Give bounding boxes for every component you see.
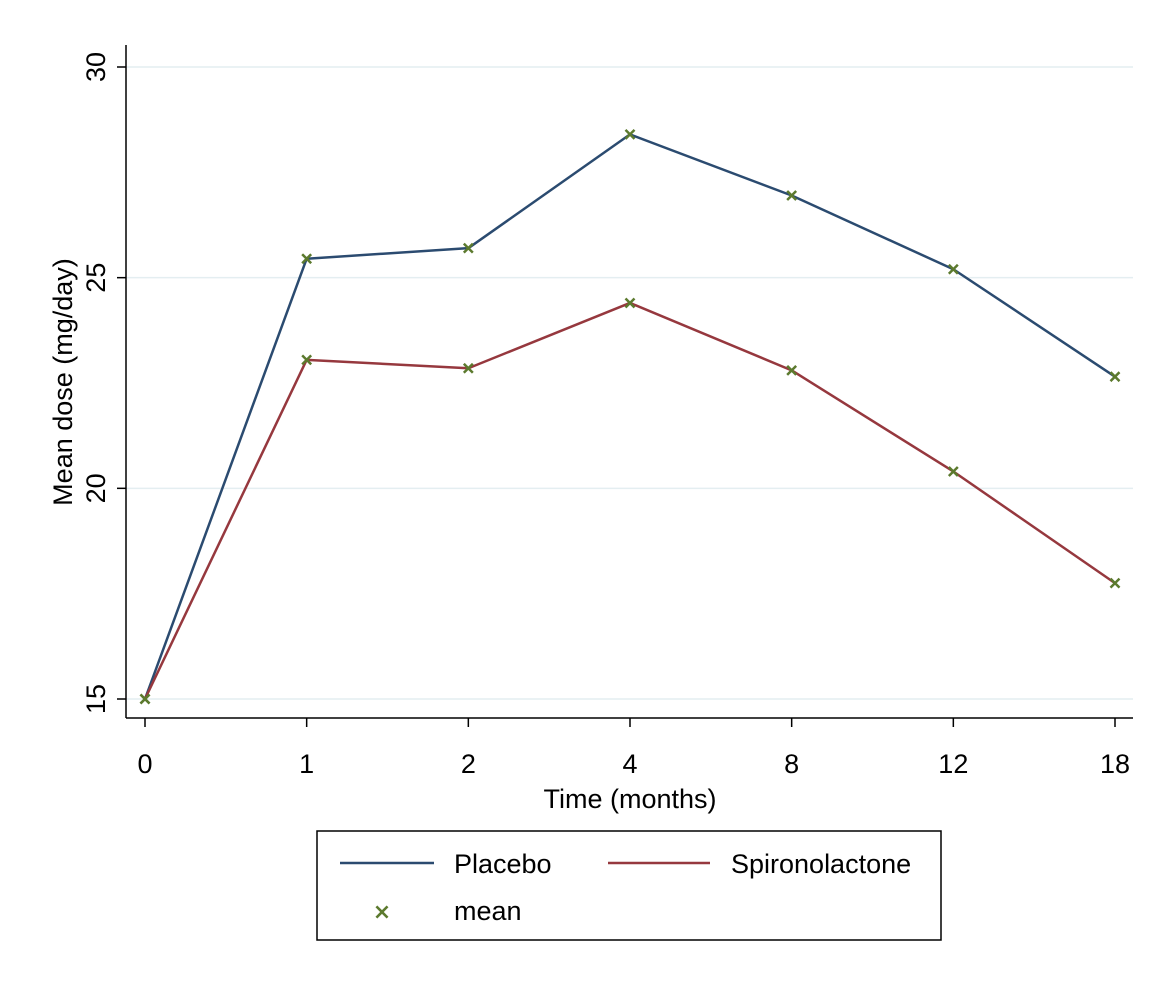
mean-marker-placebo	[462, 242, 474, 254]
mean-marker-spironolactone	[624, 297, 636, 309]
mean-marker-placebo	[786, 190, 798, 201]
mean-marker-spironolactone	[947, 466, 959, 477]
mean-marker-spironolactone	[139, 693, 151, 705]
x-tick-label: 12	[938, 749, 968, 779]
x-axis-ticks: 0 1 2 4 8 12 18	[137, 718, 1130, 779]
x-tick-label: 1	[299, 749, 314, 779]
y-tick-label: 30	[81, 52, 111, 82]
mean-marker-spironolactone	[462, 362, 474, 374]
y-tick-label: 15	[81, 684, 111, 714]
mean-marker-spironolactone	[786, 364, 798, 376]
x-tick-label: 4	[622, 749, 637, 779]
legend-label-spironolactone: Spironolactone	[731, 849, 911, 879]
legend-marker-mean: ×	[373, 900, 391, 925]
y-axis-ticks: 15 20 25 30	[81, 52, 126, 714]
mean-marker-placebo	[624, 129, 636, 140]
legend-label-mean: mean	[454, 896, 522, 926]
x-tick-label: 8	[784, 749, 799, 779]
legend-label-placebo: Placebo	[454, 849, 552, 879]
mean-markers	[139, 129, 1121, 705]
y-axis-title: Mean dose (mg/day)	[48, 258, 78, 506]
mean-marker-placebo	[947, 263, 959, 275]
legend: Placebo Spironolactone × mean	[316, 830, 942, 941]
mean-marker-spironolactone	[1109, 577, 1121, 589]
x-axis-title: Time (months)	[543, 784, 716, 814]
x-tick-label: 0	[137, 749, 152, 779]
x-tick-label: 18	[1100, 749, 1130, 779]
legend-box	[316, 830, 942, 941]
y-tick-label: 20	[81, 473, 111, 503]
mean-marker-placebo	[1109, 371, 1121, 383]
mean-marker-placebo	[301, 253, 313, 265]
mean-marker-spironolactone	[301, 354, 313, 366]
y-tick-label: 25	[81, 263, 111, 293]
x-tick-label: 2	[461, 749, 476, 779]
